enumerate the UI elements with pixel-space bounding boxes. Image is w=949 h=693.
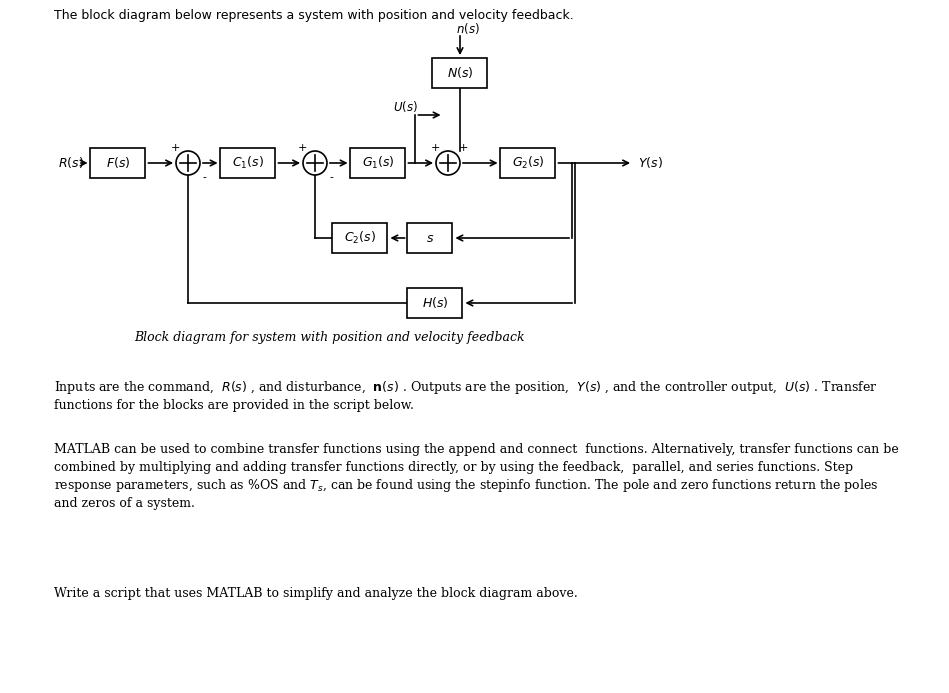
Text: $G_2(s)$: $G_2(s)$ [512,155,545,171]
Text: and zeros of a system.: and zeros of a system. [54,498,195,511]
FancyBboxPatch shape [407,223,453,253]
FancyBboxPatch shape [500,148,555,178]
Text: Inputs are the command,  $\mathit{R}(s)$ , and disturbance,  $\mathbf{n}(s)$ . O: Inputs are the command, $\mathit{R}(s)$ … [54,380,878,396]
Circle shape [176,151,200,175]
Text: combined by multiplying and adding transfer functions directly, or by using the : combined by multiplying and adding trans… [54,462,853,475]
Text: $n(s)$: $n(s)$ [456,21,480,35]
Text: functions for the blocks are provided in the script below.: functions for the blocks are provided in… [54,399,414,412]
Text: $C_2(s)$: $C_2(s)$ [344,230,376,246]
Text: $s$: $s$ [426,231,434,245]
Text: $N(s)$: $N(s)$ [447,66,474,80]
Text: +: + [297,143,307,153]
Text: +: + [430,143,439,153]
FancyBboxPatch shape [90,148,145,178]
Text: $H(s)$: $H(s)$ [421,295,448,310]
Text: MATLAB can be used to combine transfer functions using the append and connect  f: MATLAB can be used to combine transfer f… [54,444,899,457]
Text: $G_1(s)$: $G_1(s)$ [362,155,395,171]
Text: $F(s)$: $F(s)$ [105,155,130,170]
Text: $R(s)$: $R(s)$ [58,155,84,170]
Text: response parameters, such as %OS and $T_s$, can be found using the stepinfo func: response parameters, such as %OS and $T_… [54,477,878,495]
Circle shape [303,151,327,175]
Text: -: - [329,173,333,183]
Circle shape [436,151,460,175]
Text: +: + [458,143,468,153]
Text: $Y(s)$: $Y(s)$ [638,155,662,170]
Text: Block diagram for system with position and velocity feedback: Block diagram for system with position a… [135,331,526,344]
FancyBboxPatch shape [407,288,462,318]
Text: $U(s)$: $U(s)$ [393,100,418,114]
Text: +: + [170,143,179,153]
FancyBboxPatch shape [433,58,488,88]
Text: $C_1(s)$: $C_1(s)$ [233,155,264,171]
FancyBboxPatch shape [220,148,275,178]
Text: -: - [202,173,206,183]
FancyBboxPatch shape [332,223,387,253]
Text: Write a script that uses MATLAB to simplify and analyze the block diagram above.: Write a script that uses MATLAB to simpl… [54,586,578,599]
FancyBboxPatch shape [350,148,405,178]
Text: The block diagram below represents a system with position and velocity feedback.: The block diagram below represents a sys… [54,8,574,21]
